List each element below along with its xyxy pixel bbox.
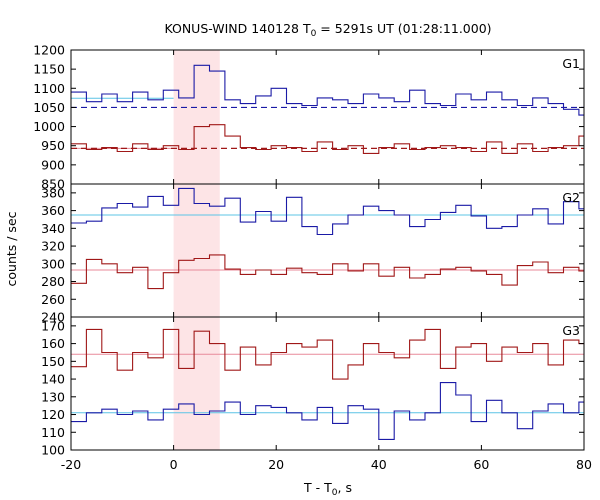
panel-frame — [70, 316, 585, 451]
y-tick-label: 150 — [41, 354, 65, 369]
x-tick-label: 20 — [268, 457, 284, 472]
panel-g3 — [71, 328, 584, 440]
y-tick-label: 240 — [41, 310, 65, 325]
x-axis-label-subscript: 0 — [332, 488, 338, 498]
y-tick-label: 1100 — [33, 81, 65, 96]
x-tick-label: 40 — [371, 457, 387, 472]
x-axis-label-prefix: T - T — [303, 480, 332, 495]
lightcurve-series-red — [71, 254, 584, 290]
y-tick-label: 300 — [41, 256, 65, 271]
chart-title-suffix: = 5291s UT (01:28:11.000) — [316, 21, 491, 36]
x-axis: -20 0 20 40 60 80 — [61, 457, 592, 472]
panel-label: G1 — [562, 56, 580, 71]
y-tick-label: 360 — [41, 203, 65, 218]
x-tick-label: -20 — [61, 457, 81, 472]
y-tick-label: 110 — [41, 425, 65, 440]
x-tick-label: 0 — [170, 457, 178, 472]
y-tick-label: 1050 — [33, 100, 65, 115]
x-axis-label: T - T0, s — [303, 480, 352, 498]
x-axis-label-suffix: , s — [338, 480, 352, 495]
y-tick-label: 1000 — [33, 119, 65, 134]
lightcurve-series-red — [71, 124, 584, 154]
chart-title-subscript: 0 — [311, 29, 317, 39]
y-tick-label: 130 — [41, 389, 65, 404]
lightcurve-series-blue — [71, 382, 584, 440]
panel-frames: 850 900 950 1000 1050 1100 1150 1200 G1 240 260 280… — [33, 43, 585, 458]
lightcurve-series-red — [71, 328, 584, 380]
y-tick-label: 340 — [41, 221, 65, 236]
y-tick-label: 900 — [41, 157, 65, 172]
x-tick-label: 80 — [576, 457, 592, 472]
lightcurve-series-blue — [71, 64, 584, 116]
y-tick-label: 320 — [41, 239, 65, 254]
panel-g1 — [71, 64, 584, 154]
y-tick-label: 140 — [41, 372, 65, 387]
x-tick-label: 60 — [473, 457, 489, 472]
chart-title-prefix: KONUS-WIND 140128 T — [164, 21, 310, 36]
lightcurve-series-blue — [71, 187, 584, 236]
trigger-interval-band — [173, 50, 220, 450]
panel-g2 — [71, 187, 584, 290]
panel-frame — [70, 49, 585, 185]
y-tick-label: 950 — [41, 138, 65, 153]
y-tick-label: 280 — [41, 274, 65, 289]
panel-label: G2 — [562, 190, 580, 205]
y-tick-label: 260 — [41, 292, 65, 307]
y-tick-label: 1200 — [33, 43, 65, 58]
y-tick-label: 380 — [41, 185, 65, 200]
y-tick-label: 850 — [41, 177, 65, 192]
y-axis-label: counts / sec — [4, 211, 19, 286]
y-tick-label: 160 — [41, 336, 65, 351]
y-tick-label: 100 — [41, 443, 65, 458]
y-tick-label: 120 — [41, 407, 65, 422]
y-tick-label: 1150 — [33, 62, 65, 77]
chart-title: KONUS-WIND 140128 T0 = 5291s UT (01:28:1… — [164, 21, 491, 39]
panel-label: G3 — [562, 323, 580, 338]
trigger-interval-shading — [173, 50, 220, 450]
y-tick-label: 170 — [41, 318, 65, 333]
